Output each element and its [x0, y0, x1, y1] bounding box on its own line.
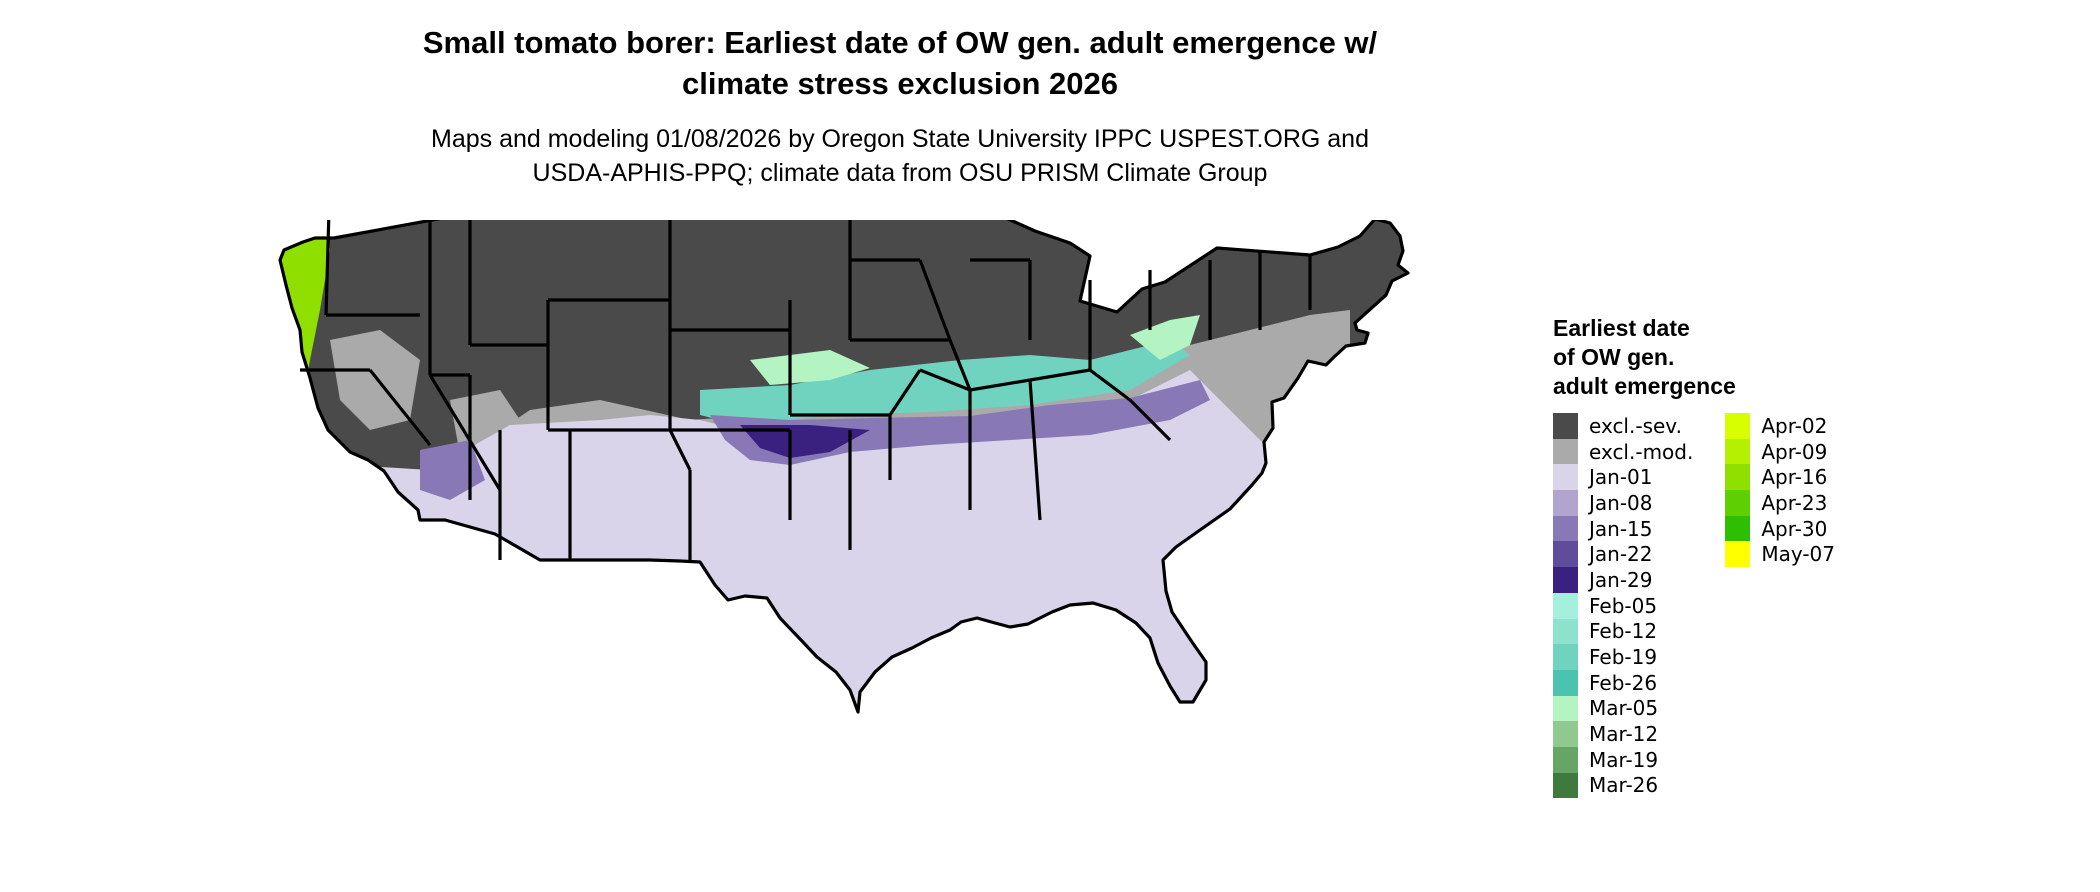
legend-swatch: [1553, 515, 1578, 542]
legend-item: Apr-30: [1725, 515, 1835, 542]
state-border: [1029, 368, 1091, 382]
legend-label: Jan-08: [1589, 490, 1653, 515]
legend-item: May-07: [1725, 541, 1836, 568]
state-border: [1028, 379, 1042, 521]
legend-swatch: [1553, 746, 1578, 773]
legend-swatch: [1725, 464, 1751, 491]
state-border: [368, 369, 432, 446]
map-subtitle-line-2: USDA-APHIS-PPQ; climate data from OSU PR…: [532, 159, 1268, 187]
legend-label: Jan-29: [1589, 567, 1653, 592]
legend-label: Apr-30: [1761, 516, 1828, 541]
map-area: [270, 220, 1530, 892]
legend-label: Jan-22: [1589, 542, 1653, 567]
legend-item: Apr-23: [1725, 490, 1835, 516]
legend-label: Apr-09: [1761, 439, 1828, 464]
legend-item: excl.-mod.: [1553, 438, 1694, 465]
legend-column-2: Apr-02 Apr-09 Apr-16 Apr-23 Apr-30 May-07: [1725, 413, 1835, 798]
legend-swatch: [1553, 438, 1578, 465]
legend-label: Apr-02: [1761, 413, 1828, 438]
legend-item: Feb-12: [1553, 618, 1693, 645]
state-border: [428, 374, 502, 491]
map-title-line-1: Small tomato borer: Earliest date of OW …: [422, 25, 1378, 60]
us-border: [278, 220, 1410, 714]
state-border: [888, 369, 922, 416]
legend-swatch: [1725, 438, 1751, 465]
legend-item: Feb-05: [1553, 592, 1693, 619]
zone-jan-29: [740, 425, 870, 458]
legend-item: Feb-19: [1553, 644, 1693, 670]
us-map: [278, 220, 1410, 714]
legend-item: Apr-16: [1725, 464, 1835, 491]
legend-swatch: [1553, 592, 1578, 619]
zone-feb: [700, 340, 1190, 425]
legend-label: Mar-26: [1589, 773, 1659, 798]
legend-label: May-07: [1761, 542, 1836, 567]
legend-item: Mar-26: [1553, 772, 1693, 799]
legend-label: Jan-01: [1589, 465, 1653, 490]
legend-label: Feb-19: [1589, 645, 1658, 670]
zone-mar-1: [750, 350, 870, 385]
legend-label: Feb-12: [1589, 619, 1658, 644]
legend-column-1: excl.-sev. excl.-mod. Jan-01 Jan-08 Jan-15 Ja…: [1553, 413, 1694, 799]
legend-title-line: Earliest date: [1553, 315, 1690, 341]
legend-label: Apr-16: [1761, 465, 1828, 490]
legend-item: Jan-22: [1553, 541, 1693, 568]
legend-swatch: [1553, 721, 1578, 747]
state-border: [1089, 368, 1131, 402]
legend-label: Feb-26: [1589, 670, 1658, 695]
legend-swatch: [1553, 669, 1578, 696]
legend-label: Mar-05: [1589, 696, 1659, 721]
legend-swatch: [1553, 772, 1578, 799]
map-title: Small tomato borer: Earliest date of OW …: [340, 22, 1460, 104]
legend-item: Jan-29: [1553, 567, 1693, 593]
map-subtitle: Maps and modeling 01/08/2026 by Oregon S…: [340, 122, 1460, 190]
legend-label: Apr-23: [1761, 490, 1828, 515]
legend-title-line: of OW gen.: [1553, 344, 1675, 370]
state-border: [668, 429, 692, 471]
map-title-line-2: climate stress exclusion 2026: [682, 66, 1118, 101]
legend-swatch: [1553, 464, 1578, 491]
legend-item: Jan-01: [1553, 464, 1693, 491]
legend-swatch: [1725, 515, 1751, 542]
legend-label: Feb-05: [1589, 593, 1658, 618]
legend-label: Jan-15: [1589, 516, 1653, 541]
legend-label: excl.-mod.: [1589, 439, 1694, 464]
state-border: [918, 259, 952, 341]
legend-item: Jan-08: [1553, 490, 1693, 516]
legend-label: Mar-12: [1589, 722, 1659, 747]
state-border: [1128, 398, 1172, 442]
legend-item: Apr-02: [1725, 413, 1835, 439]
legend-item: Jan-15: [1553, 515, 1693, 542]
legend-swatch: [1553, 695, 1578, 722]
legend-swatch: [1553, 541, 1578, 568]
map-subtitle-line-1: Maps and modeling 01/08/2026 by Oregon S…: [431, 125, 1369, 153]
legend-swatch: [1553, 644, 1578, 670]
legend-swatch: [1553, 413, 1578, 439]
legend-item: Feb-26: [1553, 669, 1693, 696]
legend-swatch: [1553, 618, 1578, 645]
state-border: [919, 368, 971, 392]
state-border: [948, 339, 972, 391]
legend-label: excl.-sev.: [1589, 413, 1682, 438]
legend-label: Mar-19: [1589, 747, 1659, 772]
state-border: [324, 220, 331, 316]
legend-title-line: adult emergence: [1553, 373, 1736, 399]
legend-swatch: [1725, 490, 1751, 516]
legend-item: excl.-sev.: [1553, 413, 1693, 439]
zone-mar-2: [1130, 315, 1200, 360]
state-border: [969, 378, 1031, 392]
legend-swatch: [1725, 413, 1751, 439]
legend-item: Mar-05: [1553, 695, 1693, 722]
legend-item: Mar-12: [1553, 721, 1693, 747]
legend-swatch: [1553, 567, 1578, 593]
map-legend: Earliest date of OW gen. adult emergence…: [1553, 314, 1835, 799]
legend-item: Apr-09: [1725, 438, 1835, 465]
legend-swatch: [1553, 490, 1578, 516]
legend-title: Earliest date of OW gen. adult emergence: [1553, 314, 1835, 401]
legend-swatch: [1725, 541, 1751, 568]
legend-item: Mar-19: [1553, 746, 1693, 773]
